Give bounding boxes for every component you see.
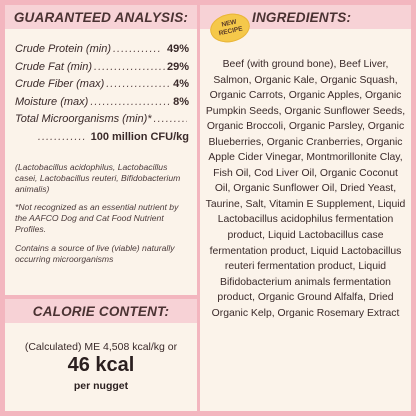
- analysis-value: 49%: [166, 43, 189, 55]
- analysis-value: 29%: [166, 60, 189, 73]
- analysis-row-fat: Crude Fat (min) .................... 29%: [15, 61, 189, 79]
- leader-dots: .........: [153, 113, 187, 125]
- leader-dots: ............: [37, 130, 87, 143]
- note-live: Contains a source of live (viable) natur…: [15, 242, 175, 264]
- analysis-row-moisture: Moisture (max) .........................…: [15, 96, 189, 114]
- calorie-content-panel: CALORIE CONTENT: (Calculated) ME 4,508 k…: [5, 299, 197, 411]
- new-recipe-badge-label: NEW RECIPE: [218, 18, 244, 38]
- analysis-value: 8%: [173, 95, 189, 108]
- calorie-per-nugget-value: 46 kcal: [67, 354, 135, 376]
- analysis-value: 4%: [173, 78, 189, 90]
- analysis-label: Moisture (max): [15, 95, 89, 108]
- analysis-label: Crude Protein (min): [15, 43, 111, 55]
- guaranteed-analysis-panel: GUARANTEED ANALYSIS: Crude Protein (min)…: [5, 5, 197, 295]
- leader-dots: ............: [112, 43, 162, 55]
- note-strains: (Lactobacillus acidophilus, Lactobacillu…: [15, 162, 181, 194]
- calorie-per-nugget-label: per nugget: [73, 380, 129, 392]
- leader-dots: .........................: [90, 95, 172, 108]
- note-aafco: *Not recognized as an essential nutrient…: [15, 202, 179, 234]
- analysis-row-protein: Crude Protein (min) ............ 49%: [15, 43, 189, 61]
- leader-dots: ....................: [94, 60, 165, 73]
- analysis-row-fiber: Crude Fiber (max) ................... 4%: [15, 78, 189, 96]
- analysis-value: 100 million CFU/kg: [90, 130, 189, 143]
- analysis-label: Total Microorganisms (min)*: [15, 113, 152, 125]
- calorie-calculated: (Calculated) ME 4,508 kcal/kg or: [24, 341, 178, 353]
- analysis-label: Crude Fat (min): [15, 60, 93, 73]
- calorie-content-title: CALORIE CONTENT:: [5, 299, 197, 323]
- guaranteed-analysis-title: GUARANTEED ANALYSIS:: [5, 5, 197, 29]
- analysis-row-microorganisms: Total Microorganisms (min)* .........: [15, 113, 189, 131]
- guaranteed-analysis-body: Crude Protein (min) ............ 49% Cru…: [15, 43, 189, 264]
- ingredients-list: Beef (with ground bone), Beef Liver, Sal…: [205, 59, 406, 319]
- leader-dots: ...................: [106, 78, 172, 90]
- ingredients-panel: INGREDIENTS: Beef (with ground bone), Be…: [200, 5, 411, 411]
- analysis-label: Crude Fiber (max): [15, 78, 105, 90]
- analysis-row-microorganisms-value: ............ 100 million CFU/kg: [15, 131, 189, 149]
